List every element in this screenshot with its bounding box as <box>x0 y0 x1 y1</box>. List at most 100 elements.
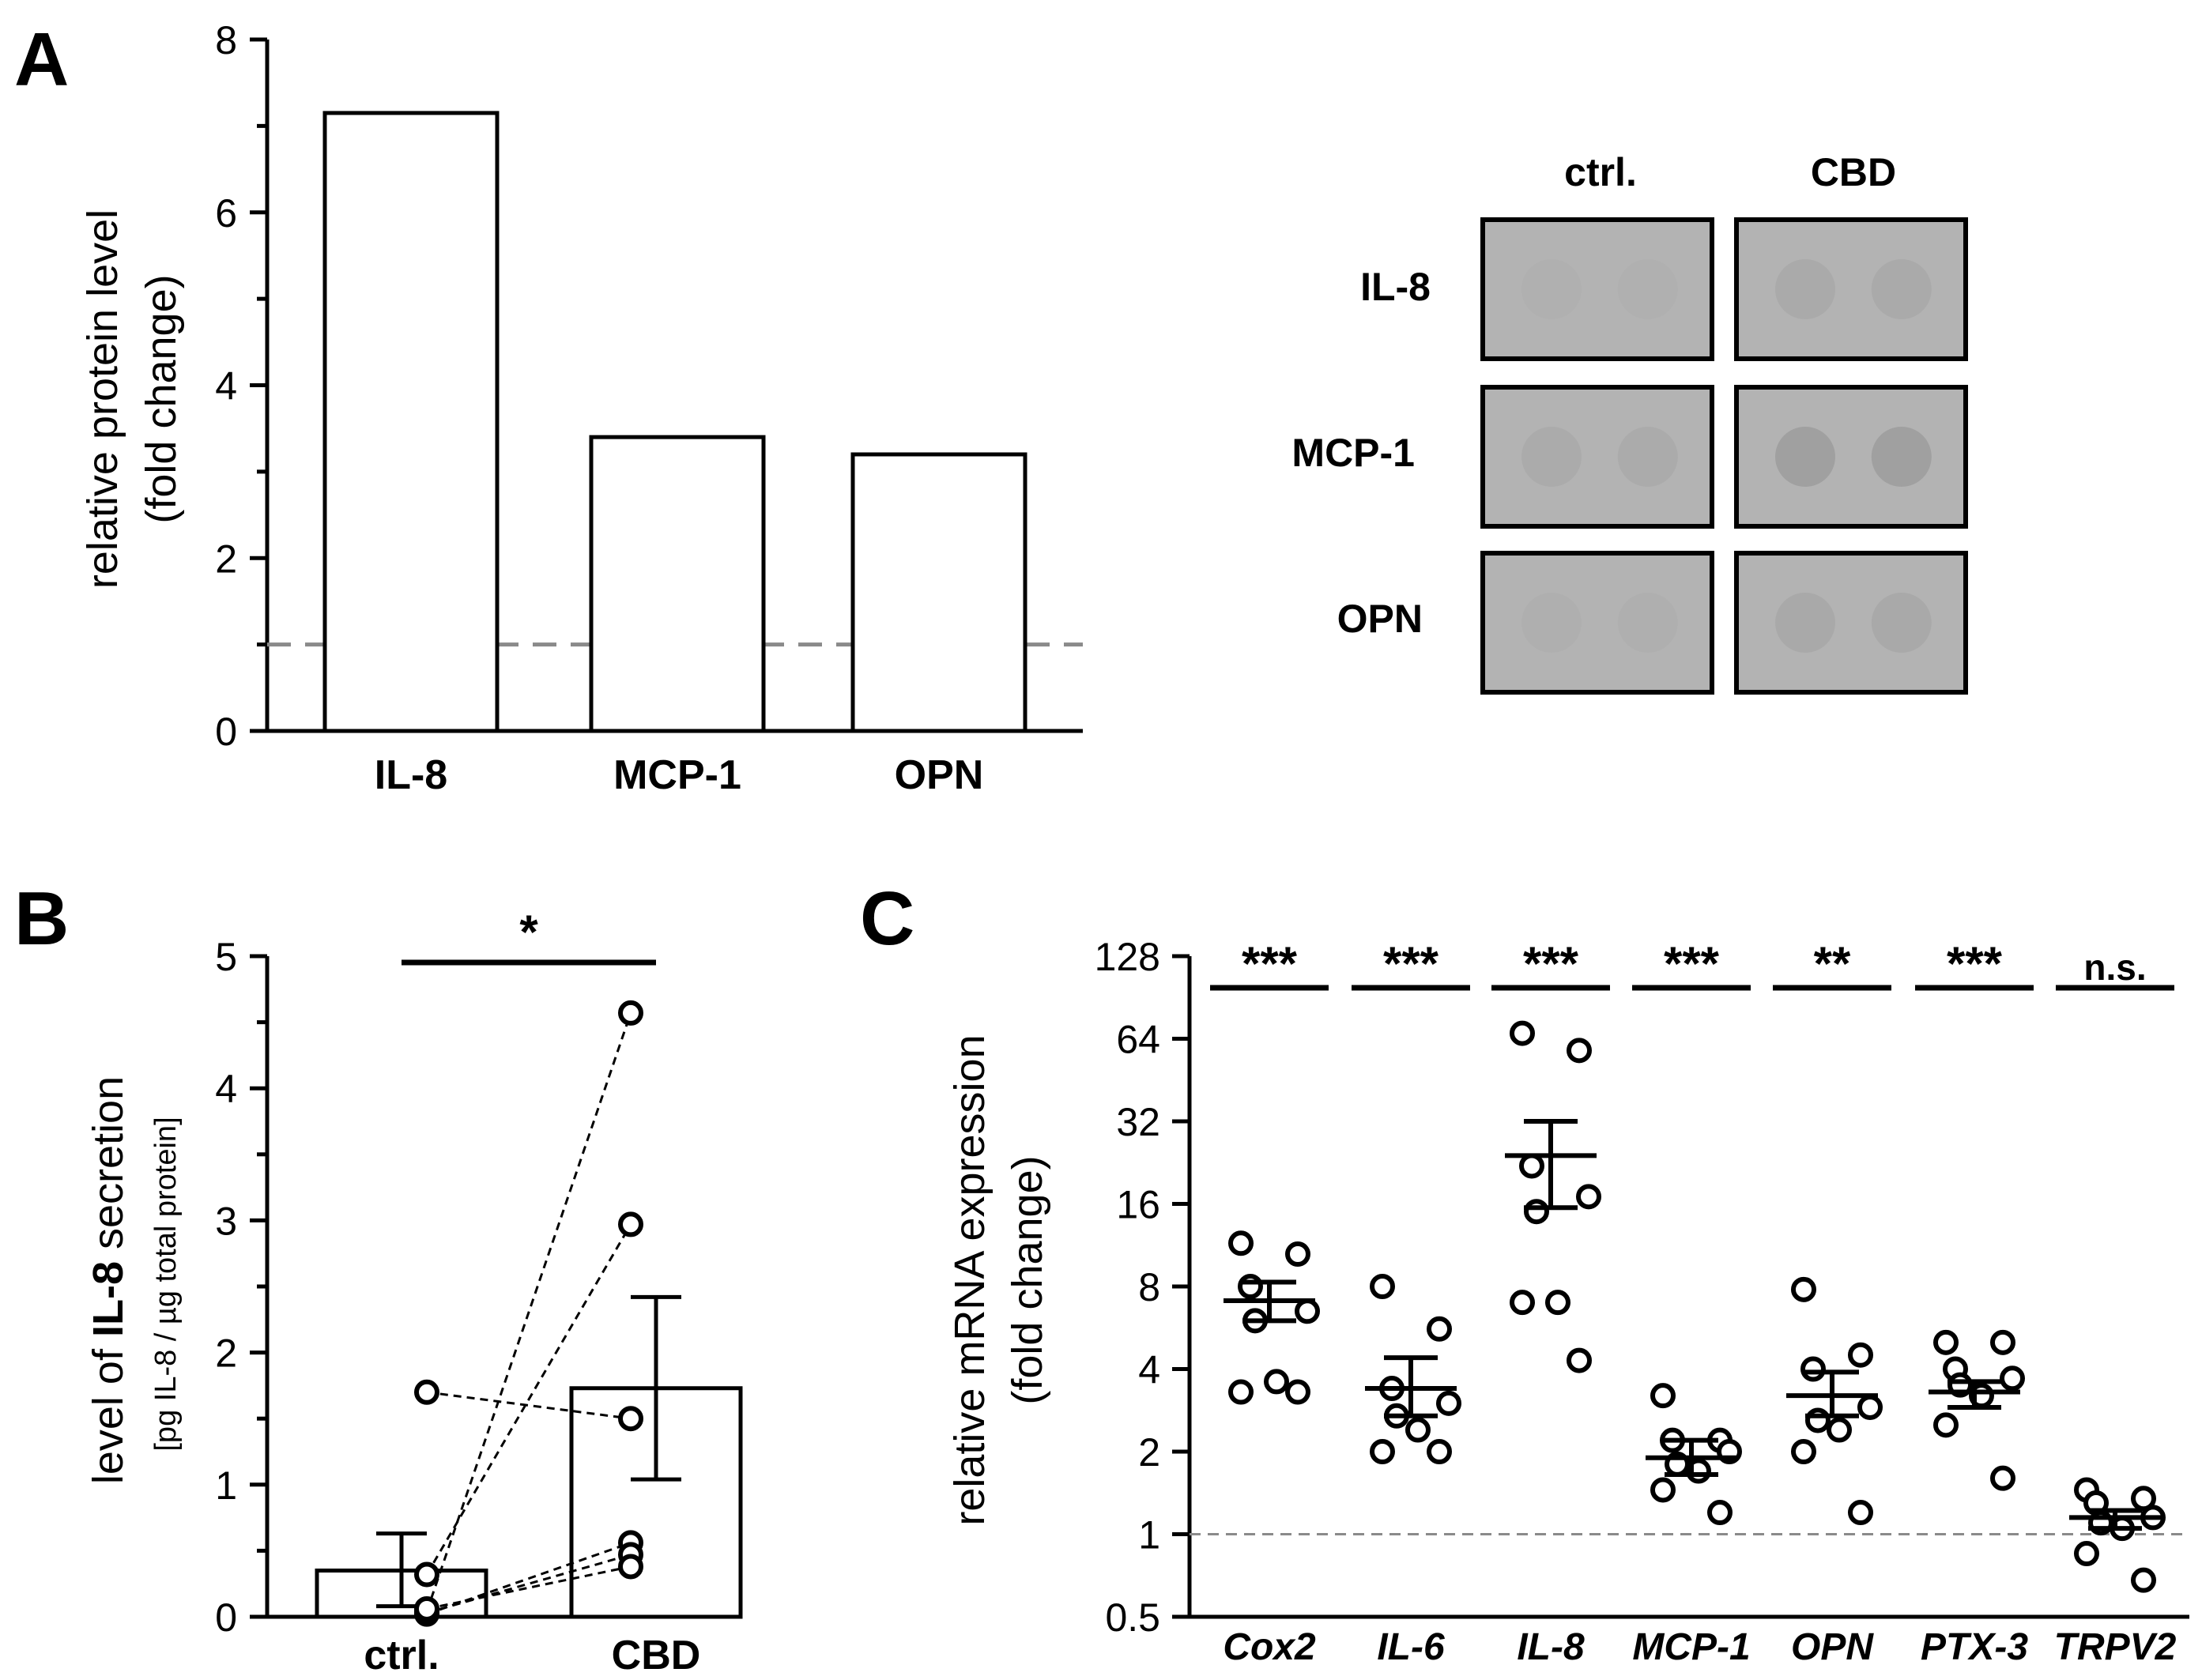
panel-a-ytick-label-8: 8 <box>215 18 237 62</box>
panel-b-ytick-label-1: 1 <box>215 1463 237 1508</box>
panel-c-point-ptx-3-4 <box>2000 1365 2025 1392</box>
panel-c-significance-mcp-1: *** <box>1664 937 1720 990</box>
panel-c-significance-il-8: *** <box>1523 937 1579 990</box>
panel-c-point-opn-5 <box>1805 1407 1831 1433</box>
panel-b: B 0 1 2 3 4 5 ctrl. CBD * level of IL-8 secret… <box>14 876 743 1678</box>
blot-col-cbd: CBD <box>1811 150 1896 194</box>
panel-c-point-il-8-8 <box>1567 1347 1592 1373</box>
panel-b-ytick-label-5: 5 <box>215 935 237 979</box>
panel-c-point-il-6-8 <box>1427 1439 1452 1464</box>
panel-c-groups: *** Cox2 *** IL-6 *** IL-8 *** MCP-1 ** OPN *** PTX… <box>1210 937 2177 1668</box>
blot-cell-mcp-1-ctrl <box>1480 385 1714 529</box>
panel-a-ytick-label-2: 2 <box>215 537 237 581</box>
panel-c-point-ptx-3-8 <box>1990 1465 2015 1491</box>
panel-b-pair-line-2 <box>425 1223 632 1576</box>
panel-c-ylabel-line1: relative mRNA expression <box>946 1034 994 1525</box>
blot-spot-opn-ctrl-1 <box>1521 593 1582 653</box>
panel-a-y-ticks: 0 2 4 6 8 <box>215 18 267 754</box>
panel-c-ytick-label-1: 1 <box>1138 1513 1160 1558</box>
panel-a-ylabel-line2: (fold change) <box>138 274 185 523</box>
panel-c-point-il-6-4 <box>1436 1390 1461 1416</box>
panel-c-label: C <box>860 876 914 961</box>
panel-a-category-labels: IL-8 MCP-1 OPN <box>375 752 984 798</box>
panel-c-category-ptx-3: PTX-3 <box>1921 1626 2028 1668</box>
panel-c-point-trpv2-2 <box>2131 1486 2156 1512</box>
panel-a-category-mcp-1: MCP-1 <box>613 752 741 798</box>
panel-b-bars <box>315 1294 743 1619</box>
blot-row-mcp1: MCP-1 <box>1291 431 1415 475</box>
panel-c-point-trpv2-7 <box>2074 1541 2099 1567</box>
blot-row-il8: IL-8 <box>1360 265 1431 309</box>
panel-b-pair-line-4 <box>426 1541 632 1616</box>
panel-b-ylabel-prefix: level of <box>85 1337 132 1484</box>
panel-b-ylabel-bold: IL-8 <box>85 1261 132 1337</box>
panel-b-ylabel-suffix: secretion <box>85 1076 132 1261</box>
panel-b-point-ctrl-6 <box>414 1595 439 1622</box>
blot-spot-opn-cbd-2 <box>1871 593 1932 653</box>
blot-spot-il-8-cbd-1 <box>1775 259 1835 319</box>
panel-b-category-labels: ctrl. CBD <box>364 1633 700 1678</box>
panel-c-ylabel-line2: (fold change) <box>1004 1155 1051 1404</box>
blot-spot-opn-ctrl-2 <box>1617 593 1678 653</box>
panel-c-point-mcp-1-1 <box>1650 1383 1676 1409</box>
panel-c-significance-cox2: *** <box>1242 937 1298 990</box>
panel-c-category-il-6: IL-6 <box>1377 1626 1445 1668</box>
panel-a: A 0 2 4 6 8 IL-8 MCP-1 OPN relative protein le… <box>14 17 1083 798</box>
panel-a-ytick-label-0: 0 <box>215 710 237 754</box>
panel-c-point-il-8-5 <box>1524 1199 1549 1225</box>
panel-a-bar-opn <box>850 452 1027 733</box>
panel-c-category-mcp-1: MCP-1 <box>1632 1626 1750 1668</box>
panel-b-pair-line-1 <box>426 1391 632 1420</box>
panel-c-category-trpv2: TRPV2 <box>2054 1626 2177 1668</box>
panel-c-point-il-8-6 <box>1545 1290 1570 1316</box>
blot-spot-il-8-ctrl-1 <box>1521 259 1582 319</box>
panel-a-category-opn: OPN <box>895 752 984 798</box>
panel-c-point-il-6-6 <box>1405 1417 1431 1443</box>
panel-c-point-ptx-3-2 <box>1990 1329 2015 1355</box>
blot-col-ctrl: ctrl. <box>1564 150 1637 194</box>
panel-c-ytick-label-16: 16 <box>1116 1183 1160 1227</box>
panel-b-ylabel-line2: [pg IL-8 / µg total protein] <box>149 1117 183 1451</box>
panel-c-point-trpv2-8 <box>2131 1567 2156 1593</box>
panel-c-point-cox2-3 <box>1238 1274 1263 1299</box>
panel-c-point-mcp-1-8 <box>1707 1500 1733 1526</box>
panel-c-point-il-8-4 <box>1576 1184 1601 1210</box>
blot-cell-il-8-ctrl <box>1480 217 1714 361</box>
panel-c-point-opn-4 <box>1857 1394 1883 1420</box>
panel-b-point-ctrl-1 <box>414 1379 439 1405</box>
panel-b-point-ctrl-2 <box>414 1561 439 1588</box>
panel-c-point-opn-3 <box>1800 1356 1826 1382</box>
panel-b-y-ticks: 0 1 2 3 4 5 <box>215 935 267 1640</box>
panel-c-significance-il-6: *** <box>1383 937 1439 990</box>
blot-spot-mcp-1-cbd-2 <box>1871 427 1932 487</box>
panel-c-point-ptx-3-7 <box>1933 1412 1959 1438</box>
panel-c-point-mcp-1-7 <box>1650 1477 1676 1503</box>
panel-c-point-il-6-1 <box>1370 1274 1395 1299</box>
panel-b-pair-line-5 <box>426 1553 632 1614</box>
panel-a-bar-il-8 <box>322 111 500 733</box>
panel-b-ytick-label-2: 2 <box>215 1332 237 1376</box>
panel-a-ylabel-line1: relative protein level <box>79 209 126 589</box>
panel-b-label: B <box>14 876 69 961</box>
panel-b-pair-line-3 <box>425 1012 632 1612</box>
blot-spot-il-8-cbd-2 <box>1871 259 1932 319</box>
panel-c-category-cox2: Cox2 <box>1223 1626 1316 1668</box>
blot-cell-mcp-1-cbd <box>1734 385 1968 529</box>
panel-b-point-cbd-1 <box>618 1406 643 1432</box>
panel-c-point-il-8-2 <box>1567 1038 1592 1064</box>
panel-c-point-cox2-6 <box>1264 1369 1289 1395</box>
panel-c-category-opn: OPN <box>1791 1626 1874 1668</box>
panel-c-ytick-label-8: 8 <box>1138 1265 1160 1309</box>
blot: ctrl. CBD IL-8 MCP-1 OPN <box>1291 150 1968 695</box>
blot-cell-opn-ctrl <box>1480 551 1714 695</box>
panel-c-ytick-label-2: 2 <box>1138 1430 1160 1475</box>
panel-c: C 0.5 1 2 4 8 16 32 64 128 *** Cox2 *** IL-6 *** IL-8… <box>860 876 2189 1668</box>
panel-a-category-il-8: IL-8 <box>375 752 447 798</box>
panel-c-point-cox2-7 <box>1228 1379 1254 1405</box>
panel-b-paired-points <box>414 1000 643 1627</box>
blot-spot-mcp-1-cbd-1 <box>1775 427 1835 487</box>
panel-c-ytick-label-128: 128 <box>1095 935 1160 979</box>
panel-c-point-il-8-1 <box>1510 1020 1535 1046</box>
panel-c-y-ticks: 0.5 1 2 4 8 16 32 64 128 <box>1095 935 1190 1640</box>
